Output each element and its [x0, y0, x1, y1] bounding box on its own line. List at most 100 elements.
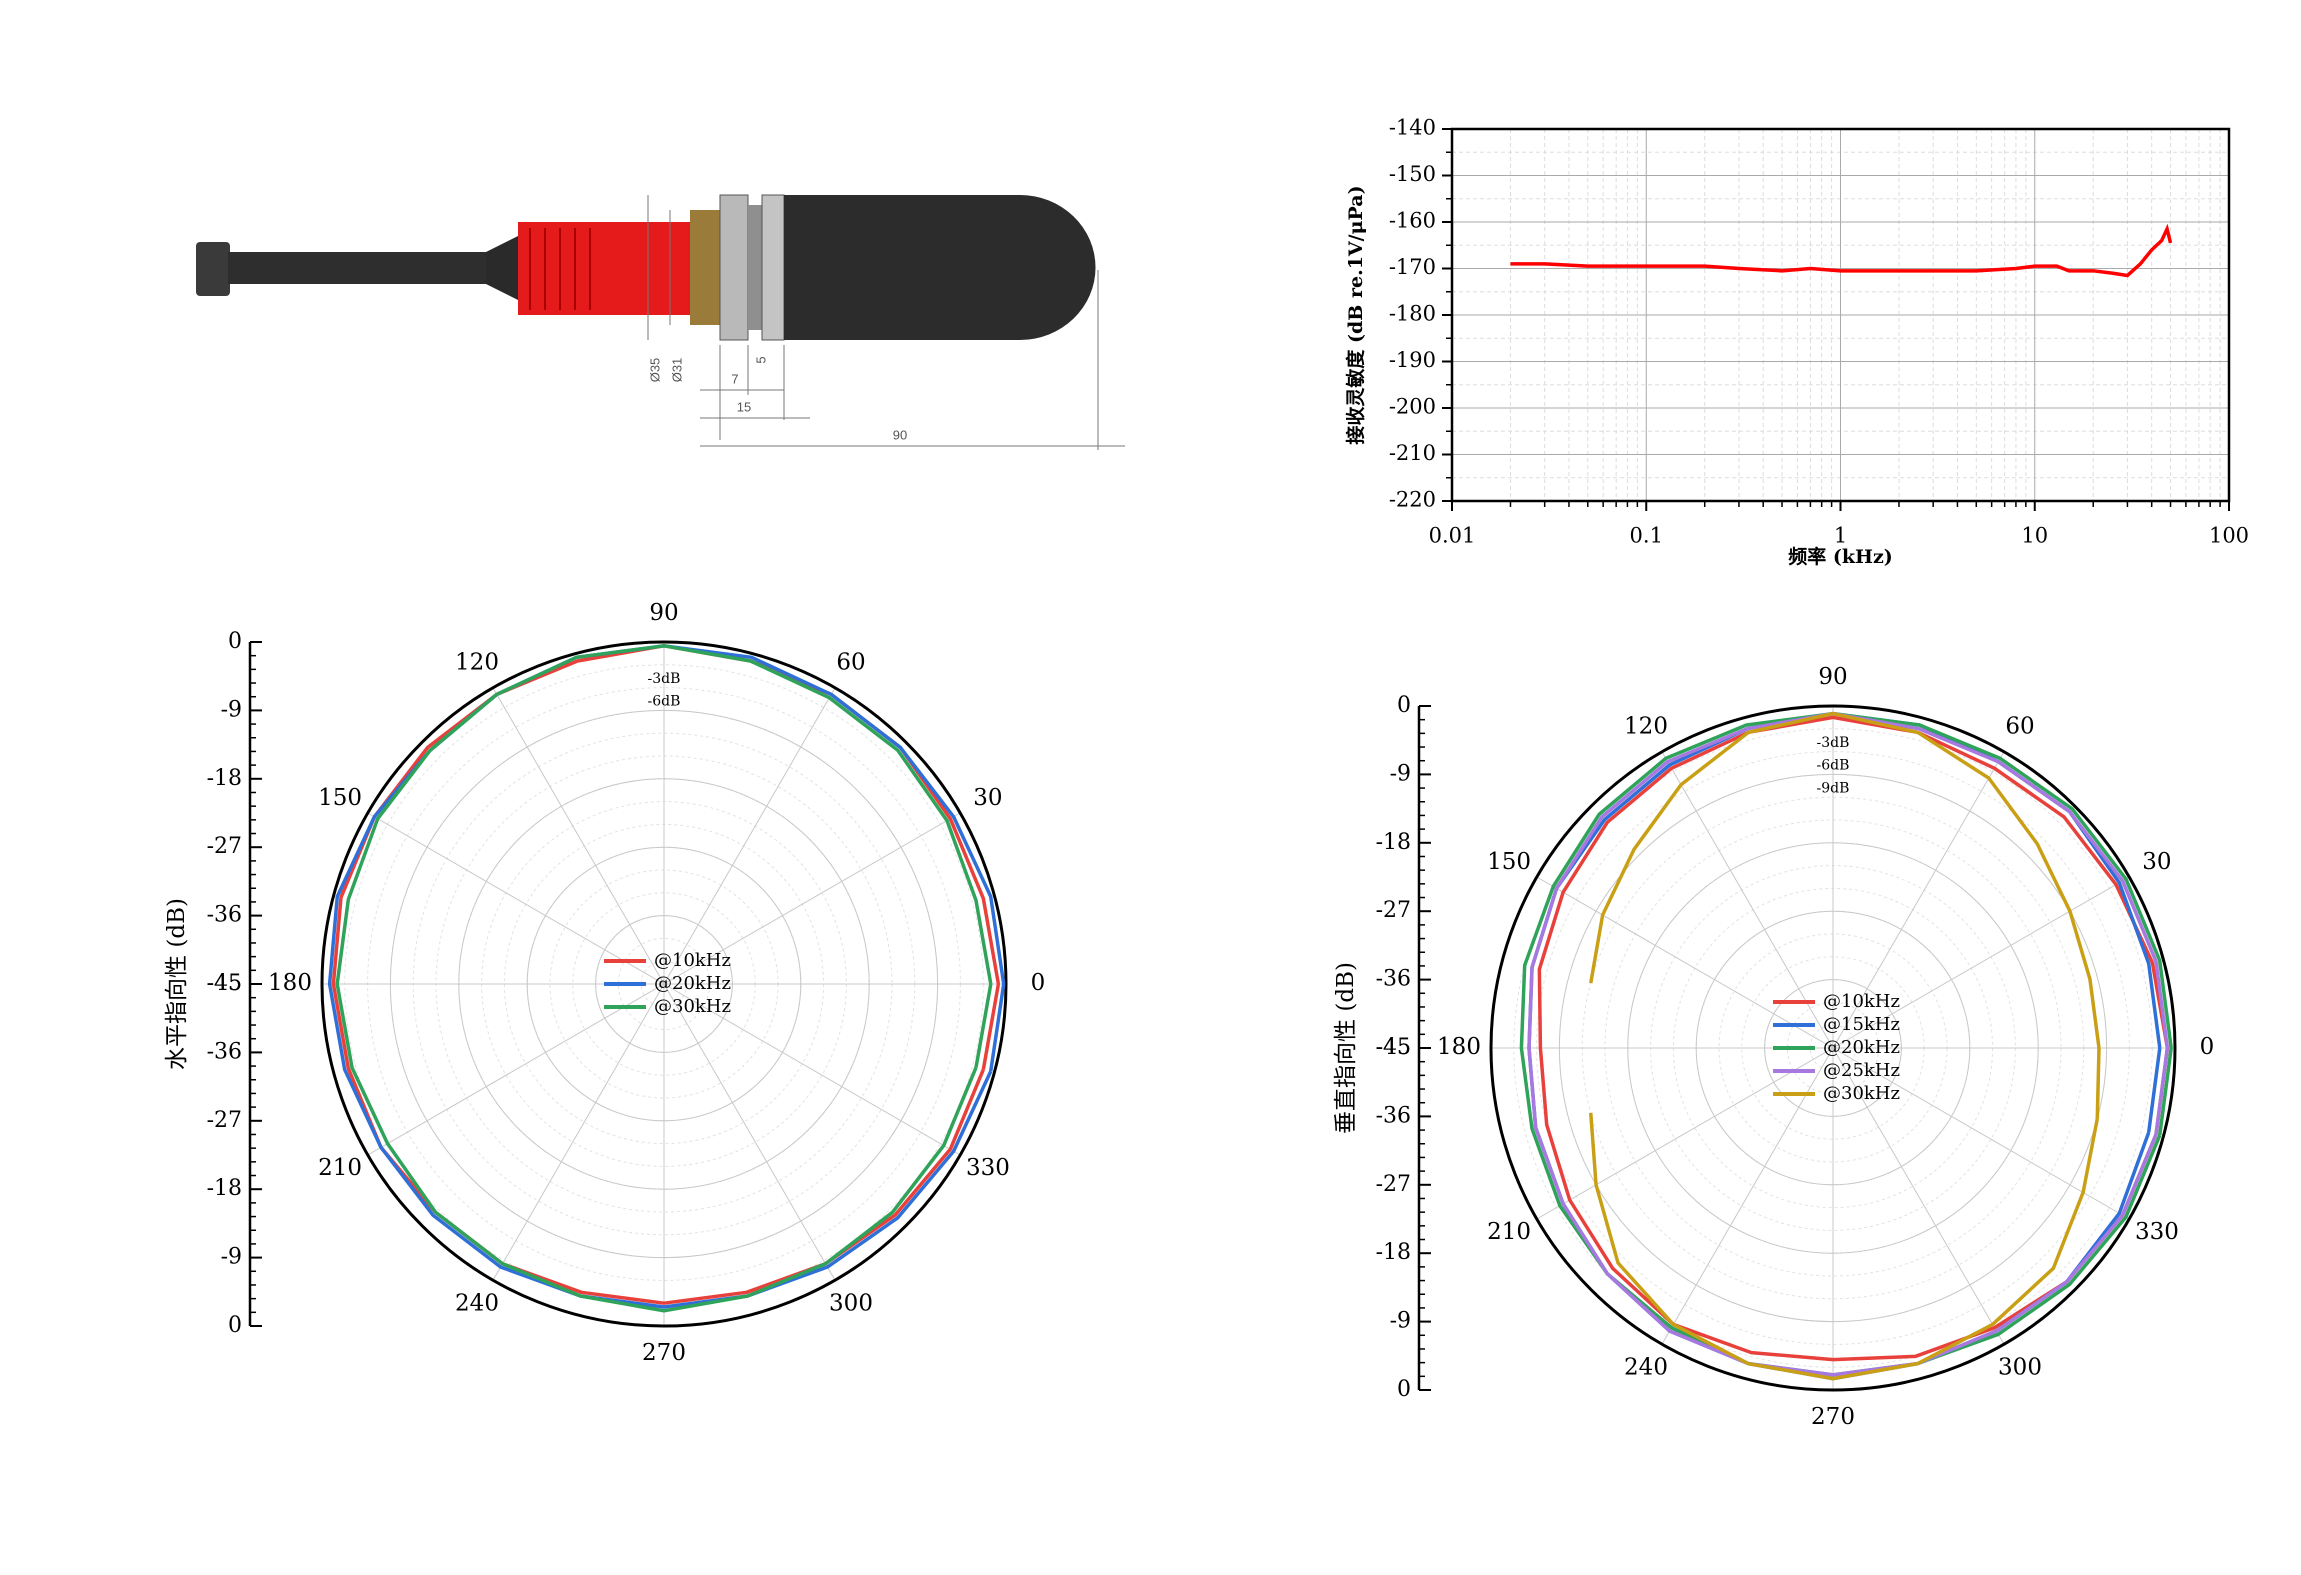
spoke — [367, 812, 665, 985]
data-line — [1510, 223, 2173, 278]
spoke — [1661, 751, 1834, 1049]
legend-label: @10kHz — [1823, 991, 1900, 1012]
radial-tick-label: -45 — [207, 971, 242, 996]
radial-tick-label: -27 — [1376, 898, 1411, 923]
ring-label: -9dB — [1817, 780, 1850, 796]
angle-label: 240 — [455, 1290, 499, 1316]
spoke — [492, 983, 665, 1281]
y-tick-label: -210 — [1389, 441, 1436, 465]
angle-label: 240 — [1624, 1354, 1668, 1380]
y-tick-label: -200 — [1389, 395, 1436, 419]
dimension-label: 90 — [893, 427, 907, 442]
x-axis-label: 频率 (kHz) — [1788, 545, 1893, 568]
radial-tick-label: -27 — [1376, 1172, 1411, 1197]
radial-tick-label: 0 — [228, 1313, 242, 1338]
x-tick-label: 0.1 — [1630, 524, 1663, 548]
radial-tick-label: -36 — [1376, 967, 1411, 992]
angle-label: 300 — [829, 1290, 873, 1316]
radial-tick-label: -36 — [207, 903, 242, 928]
spoke — [663, 687, 836, 985]
pattern-closing — [981, 983, 1001, 1070]
legend-label: @10kHz — [654, 950, 731, 971]
y-tick-label: -170 — [1389, 255, 1436, 279]
radial-tick-label: 0 — [1397, 1377, 1411, 1402]
ring-label: -3dB — [1817, 735, 1850, 751]
radial-tick-label: -18 — [1376, 830, 1411, 855]
angle-label: 120 — [455, 650, 499, 676]
radial-tick-label: -18 — [1376, 1240, 1411, 1265]
y-axis-label: 接收灵敏度 (dB re.1V/μPa) — [1344, 185, 1367, 444]
pattern-closing — [2095, 1047, 2101, 1119]
y-tick-label: -180 — [1389, 302, 1436, 326]
spoke — [1536, 1047, 1834, 1220]
angle-label: 270 — [1811, 1404, 1855, 1430]
ring-label: -3dB — [648, 671, 681, 687]
radial-axis-label: 垂直指向性 (dB) — [1333, 962, 1359, 1134]
angle-label: 150 — [318, 785, 362, 811]
spoke — [663, 983, 836, 1281]
pattern-closing — [2157, 1047, 2173, 1136]
radial-tick-label: 0 — [1397, 693, 1411, 718]
radial-tick-label: -9 — [221, 697, 242, 722]
x-tick-label: 0.01 — [1429, 524, 1476, 548]
dimension-label: Ø31 — [669, 358, 684, 383]
radial-tick-label: -27 — [207, 834, 242, 859]
pattern-closing — [974, 983, 993, 1068]
angle-label: 210 — [1487, 1219, 1531, 1245]
spoke — [1832, 876, 2130, 1049]
y-tick-label: -220 — [1389, 488, 1436, 512]
ring-label: -6dB — [1817, 758, 1850, 774]
dimension-label: 15 — [737, 399, 751, 414]
spoke — [663, 983, 961, 1156]
outer-ring — [1489, 704, 2177, 1392]
angle-label: 210 — [318, 1155, 362, 1181]
legend-label: @25kHz — [1823, 1060, 1900, 1081]
dimension-label: Ø35 — [647, 358, 662, 383]
radial-tick-label: -18 — [207, 766, 242, 791]
angle-label: 330 — [2135, 1219, 2179, 1245]
spoke — [1832, 1047, 2005, 1345]
y-tick-label: -150 — [1389, 162, 1436, 186]
pattern-closing — [2154, 1047, 2170, 1135]
angle-label: 0 — [1031, 970, 1046, 996]
dimension-label: 5 — [753, 356, 768, 363]
radial-tick-label: 0 — [228, 629, 242, 654]
radial-axis-label: 水平指向性 (dB) — [164, 898, 190, 1070]
x-tick-label: 10 — [2021, 524, 2048, 548]
radial-tick-label: -45 — [1376, 1035, 1411, 1060]
pattern-line — [1537, 715, 2170, 1362]
angle-label: 60 — [2005, 714, 2034, 740]
angle-label: 90 — [649, 600, 678, 626]
spoke — [1832, 751, 2005, 1049]
spoke — [1661, 1047, 1834, 1345]
pattern-line — [1589, 711, 2101, 1381]
radial-tick-label: -18 — [207, 1176, 242, 1201]
angle-label: 150 — [1487, 849, 1531, 875]
spoke — [1832, 1047, 2130, 1220]
angle-label: 30 — [2142, 849, 2171, 875]
angle-label: 90 — [1818, 664, 1847, 690]
radial-tick-label: -27 — [207, 1108, 242, 1133]
spoke — [663, 812, 961, 985]
dimension-label: 7 — [731, 371, 738, 386]
radial-tick-label: -9 — [221, 1245, 242, 1270]
radial-tick-label: -45 — [207, 971, 242, 996]
legend-label: @30kHz — [654, 996, 731, 1017]
angle-label: 60 — [836, 650, 865, 676]
legend-label: @20kHz — [1823, 1037, 1900, 1058]
angle-label: 180 — [1437, 1034, 1481, 1060]
radial-tick-label: -9 — [1390, 1309, 1411, 1334]
angle-label: 330 — [966, 1155, 1010, 1181]
radial-tick-label: -9 — [1390, 761, 1411, 786]
radial-tick-label: -36 — [1376, 1103, 1411, 1128]
spoke — [367, 983, 665, 1156]
angle-label: 180 — [268, 970, 312, 996]
radial-tick-label: -45 — [1376, 1035, 1411, 1060]
x-tick-label: 100 — [2209, 524, 2249, 548]
angle-label: 300 — [1998, 1354, 2042, 1380]
y-tick-label: -190 — [1389, 348, 1436, 372]
x-tick-label: 1 — [1834, 524, 1847, 548]
legend-label: @15kHz — [1823, 1014, 1900, 1035]
radial-tick-label: -36 — [207, 1039, 242, 1064]
